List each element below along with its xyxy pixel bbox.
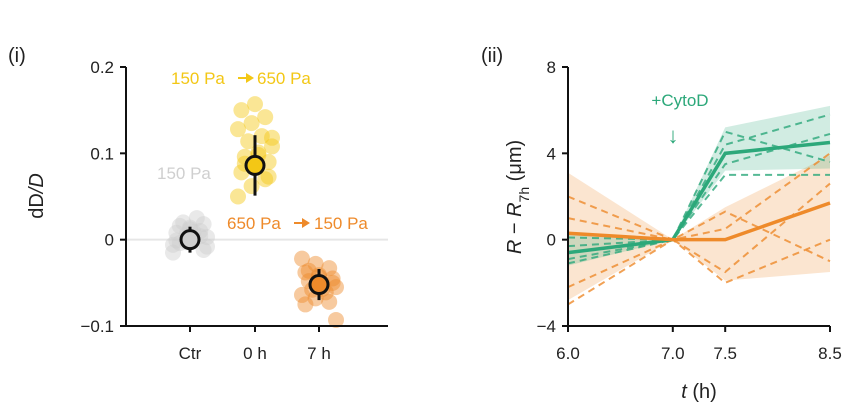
data-point (243, 115, 260, 132)
x-tick-label: 7.5 (713, 344, 737, 363)
x-tick-label: 6.0 (556, 344, 580, 363)
mean-marker (179, 229, 201, 251)
data-point (328, 311, 344, 328)
confidence-band (568, 155, 830, 301)
x-tick-label: 7.0 (661, 344, 685, 363)
data-point (257, 171, 274, 188)
panel-ii-xlabel: t (h) (681, 381, 717, 403)
panel-ii-ylabel: R − R7h (μm) (504, 140, 532, 254)
zero-h-label-right: 650 Pa (257, 69, 311, 88)
panel-ii-ylabel-unit: (μm) (504, 140, 526, 187)
y-tick-label: 0.2 (90, 58, 114, 77)
panel-i-axes: 0.2 0.1 0 −0.1 Ctr 0 h 7 h (80, 58, 388, 363)
data-point (195, 216, 212, 233)
data-point (300, 262, 317, 279)
panel-ii-xlabel-var: t (681, 381, 688, 403)
mean-line (567, 201, 831, 242)
panel-i-label: (i) (8, 45, 26, 67)
zero-h-label-arrowhead (246, 73, 254, 83)
replicate-line (567, 152, 831, 241)
panel-i-ylabel-den: D (26, 173, 48, 187)
confidence-band (568, 105, 830, 266)
data-point (264, 129, 280, 146)
panel-ii-means (567, 140, 831, 255)
x-tick-label: Ctr (179, 344, 202, 363)
data-point (260, 168, 277, 185)
panel-ii-replicates (567, 113, 831, 306)
panel-ii-xlabel-unit: (h) (687, 381, 717, 403)
data-point (171, 217, 188, 234)
y-tick-label: 0 (105, 231, 114, 250)
data-point (230, 121, 246, 138)
y-tick-label: 4 (547, 144, 556, 163)
data-point (328, 279, 344, 296)
panel-ii-axes: 8 4 0 −46.0 7.0 7.5 8.5 (537, 58, 842, 363)
panel-i-ylabel-main: dD (26, 193, 48, 219)
mean-marker (308, 274, 330, 296)
replicate-line (567, 132, 831, 248)
y-tick-label: 0.1 (90, 144, 114, 163)
cytod-annotation: +CytoD (651, 91, 708, 110)
data-point (233, 102, 250, 119)
replicate-line (567, 210, 831, 289)
data-point (199, 229, 215, 246)
data-point (321, 293, 338, 310)
mean-line (567, 140, 831, 255)
zero-h-label-left: 150 Pa (171, 69, 225, 88)
replicate-line (567, 238, 831, 306)
y-tick-label: −0.1 (80, 317, 114, 336)
data-point (165, 236, 181, 253)
panel-ii-ylabel-r2: R (504, 202, 526, 216)
data-point (199, 238, 215, 255)
replicate-line (567, 182, 831, 274)
mean-marker (244, 154, 266, 176)
panel-ii-ylabel-r: R (504, 240, 526, 254)
seven-h-label-arrowhead (302, 218, 310, 228)
data-point (253, 128, 270, 145)
data-point (321, 260, 338, 277)
data-point (243, 178, 260, 195)
panel-ii-bands (568, 105, 830, 301)
y-tick-label: 0 (547, 231, 556, 250)
data-point (195, 242, 212, 259)
data-point (297, 296, 314, 313)
data-point (264, 138, 280, 155)
data-point (165, 244, 181, 261)
seven-h-label-left: 650 Pa (227, 214, 281, 233)
panel-ii-ylabel-mid: − (504, 217, 526, 240)
data-point (294, 250, 310, 267)
data-point (240, 133, 257, 150)
data-point (175, 214, 192, 231)
x-tick-label: 8.5 (818, 344, 842, 363)
zero-h-series-label: 150 Pa 650 Pa (171, 69, 311, 88)
data-point (257, 109, 274, 126)
data-point (230, 188, 246, 205)
data-point (307, 255, 324, 272)
x-tick-label: 7 h (307, 344, 331, 363)
panel-ii-label: (ii) (481, 45, 503, 67)
seven-h-label-right: 150 Pa (314, 214, 368, 233)
x-tick-label: 0 h (243, 344, 267, 363)
data-point (297, 264, 314, 281)
panel-i-ylabel-sep: / (26, 185, 48, 195)
panel-i-means (179, 135, 330, 301)
data-point (247, 96, 263, 113)
replicate-line (567, 113, 831, 261)
y-tick-label: 8 (547, 58, 556, 77)
y-tick-label: −4 (537, 317, 556, 336)
seven-h-series-label: 650 Pa 150 Pa (227, 214, 368, 233)
ctr-series-label: 150 Pa (157, 164, 211, 183)
panel-ii-ylabel-sub: 7h (516, 187, 532, 203)
panel-i-ylabel: dD/D (26, 173, 48, 219)
cytod-arrow: ↓ (668, 123, 679, 148)
replicate-line (567, 173, 830, 241)
data-point (294, 286, 310, 303)
data-point (188, 210, 205, 227)
